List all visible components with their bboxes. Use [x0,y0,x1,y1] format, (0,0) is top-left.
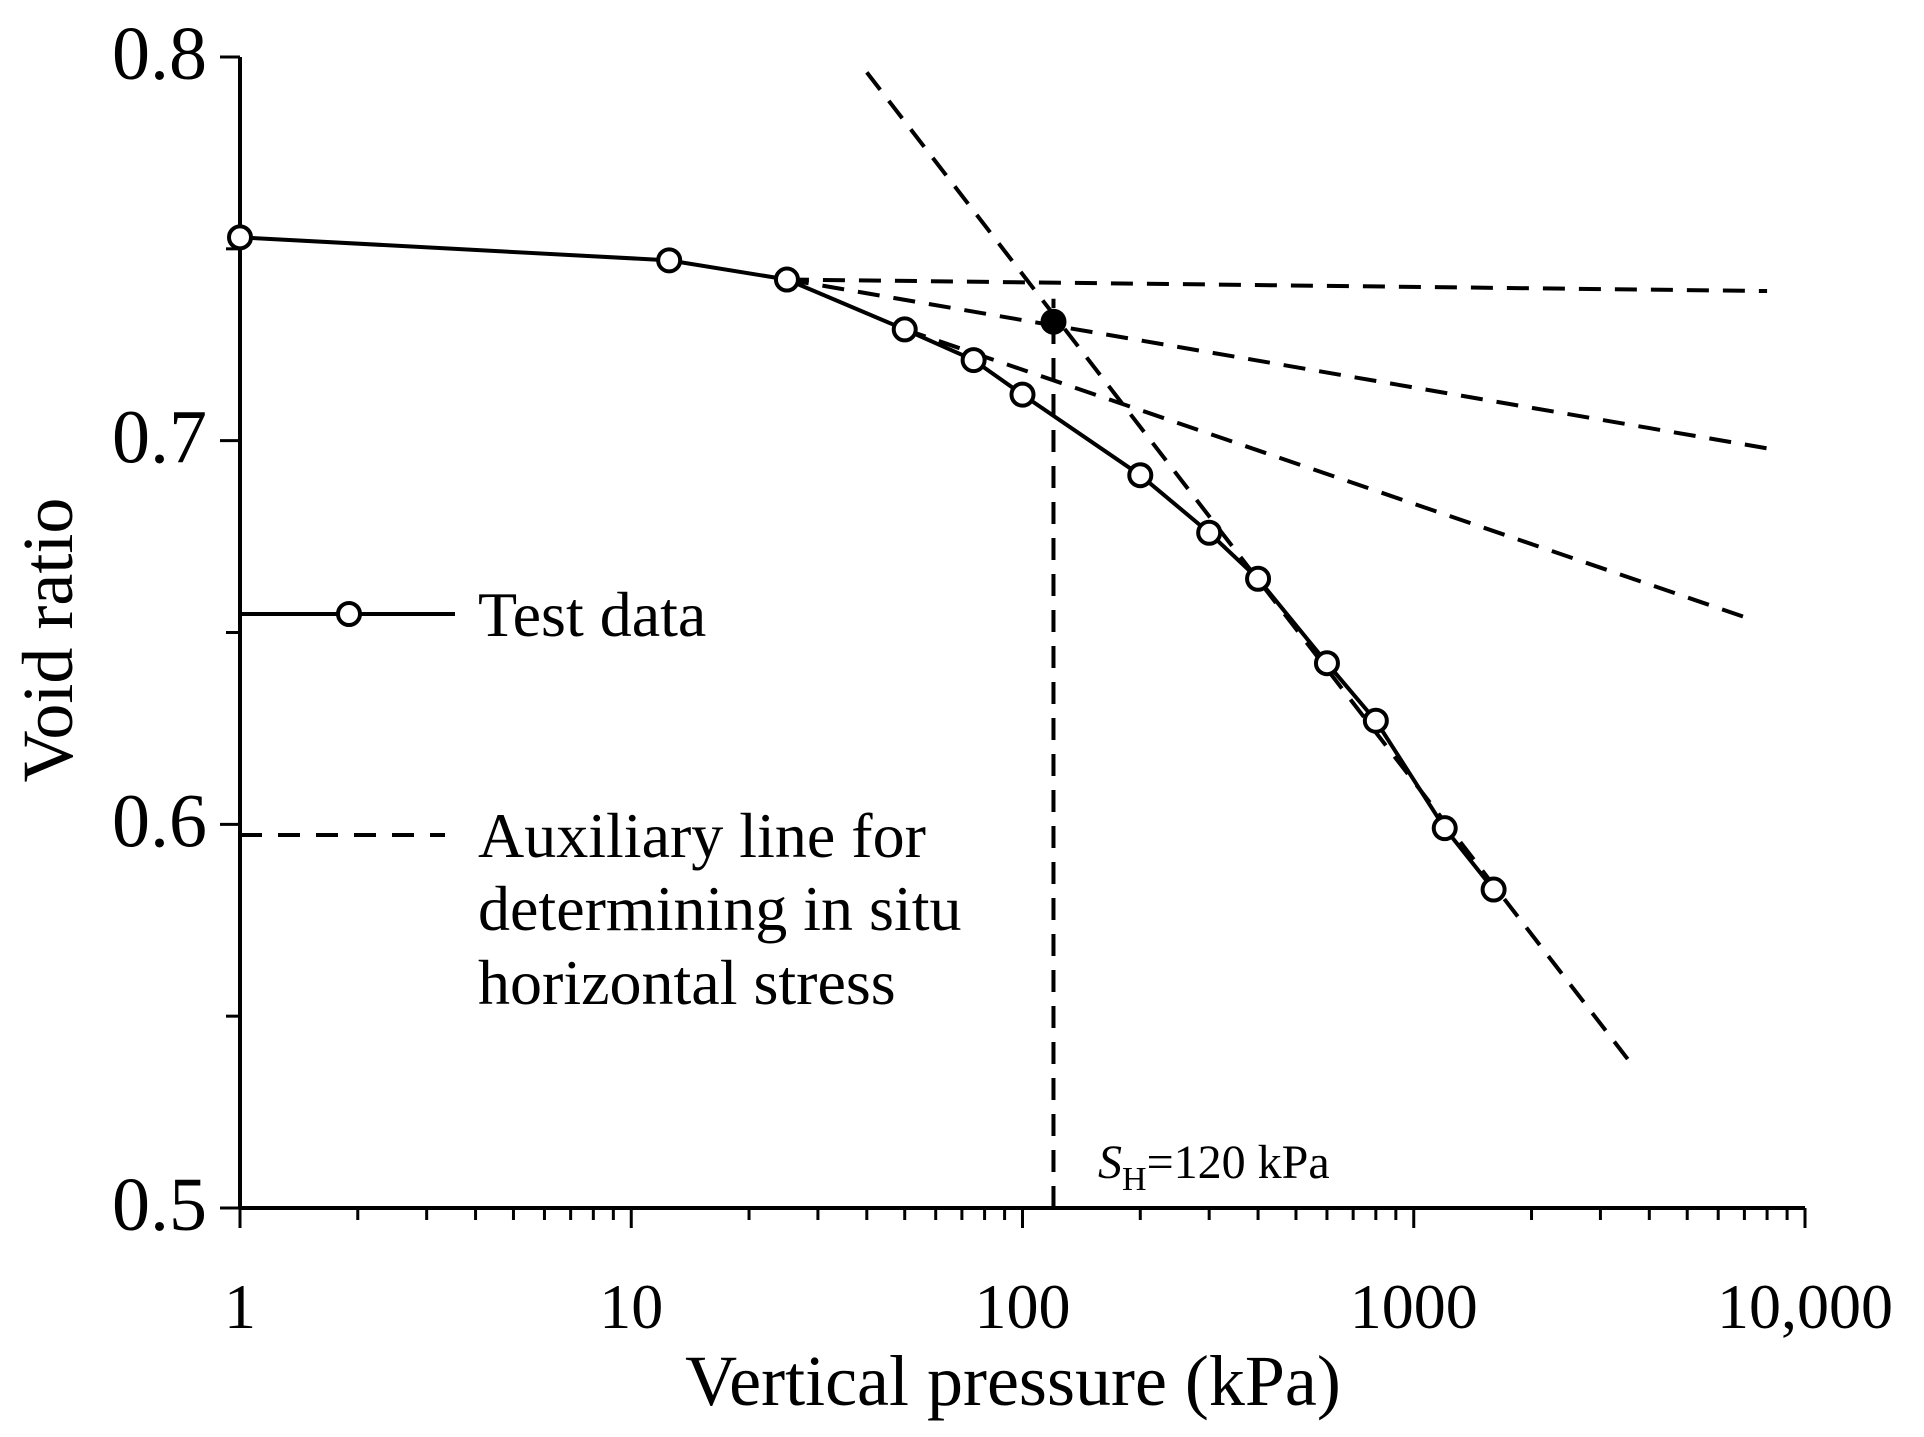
legend-aux-label-3: horizontal stress [478,947,896,1018]
legend-aux-label-1: Auxiliary line for [478,800,926,871]
legend-test-data-marker [336,601,362,627]
auxiliary-dashed-line [904,327,1757,623]
auxiliary-lines [786,71,1768,1208]
sh-value: =120 kPa [1147,1136,1330,1189]
test-data-point [1196,519,1223,546]
test-data-markers [227,224,1507,903]
test-data-point [1009,381,1036,408]
test-data-point [1362,707,1389,734]
x-tick-label: 1 [224,1271,256,1342]
sh-subscript: H [1122,1161,1147,1198]
test-data-point [891,316,918,343]
test-data-series [239,235,1496,891]
y-axis-title: Void ratio [8,498,88,783]
legend: Test data Auxiliary line for determining… [240,579,962,1018]
test-data-point [227,224,253,251]
axes [220,55,1807,1228]
test-data-point [960,347,987,374]
x-tick-label: 10,000 [1717,1271,1893,1342]
test-data-point [1127,462,1154,489]
sh-annotation: SH=120 kPa [1098,1136,1330,1198]
legend-aux-label-2: determining in situ [478,873,962,944]
test-data-point [773,266,800,293]
x-tick-label: 100 [975,1271,1071,1342]
sh-symbol: S [1098,1136,1122,1189]
tick-labels: 1 10 100 1000 10,000 0.5 0.6 0.7 0.8 [112,12,1893,1342]
test-data-point [1313,650,1340,677]
auxiliary-dashed-line [786,277,1768,451]
intersection-point [1040,308,1067,335]
legend-test-data-label: Test data [478,579,706,650]
test-data-point [1431,815,1458,842]
x-tick-label: 10 [599,1271,663,1342]
auxiliary-dashed-line [786,277,1768,294]
test-data-line [239,235,1496,891]
test-data-point [656,247,683,274]
x-tick-label: 1000 [1350,1271,1478,1342]
y-tick-label: 0.7 [112,396,207,480]
y-tick-label: 0.6 [112,779,207,863]
x-axis-title: Vertical pressure (kPa) [685,1341,1341,1421]
test-data-point [1245,565,1272,592]
test-data-point [1480,876,1507,903]
y-tick-label: 0.8 [112,12,207,96]
y-tick-label: 0.5 [112,1163,207,1247]
